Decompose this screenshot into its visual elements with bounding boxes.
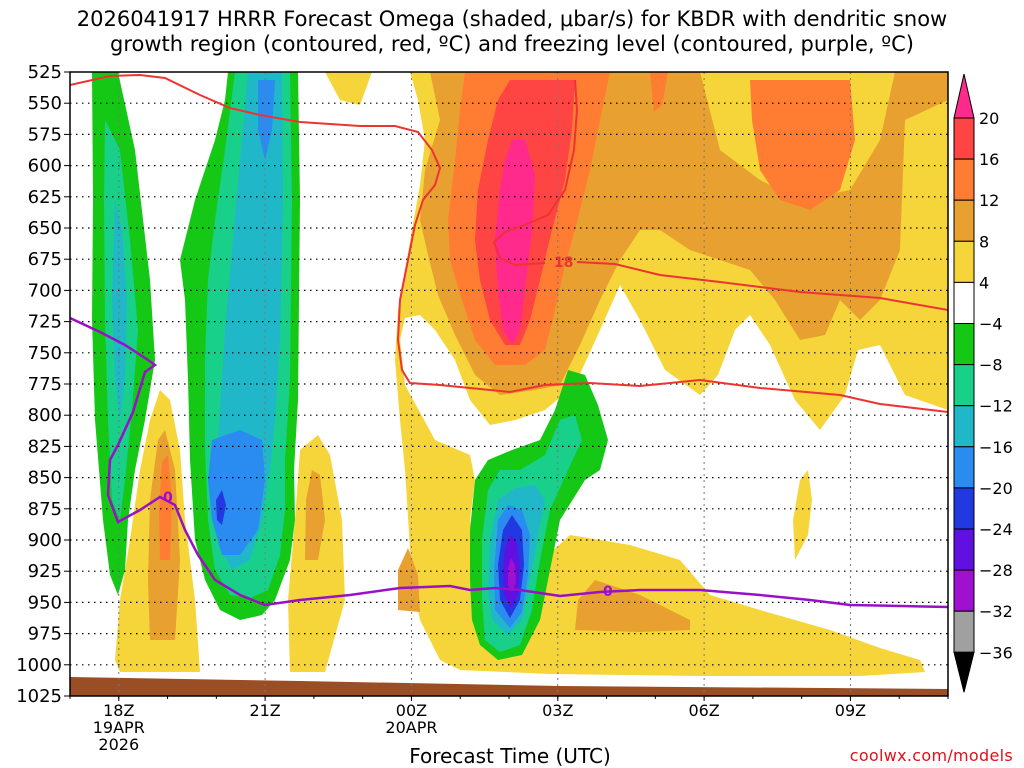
colorbar-label: −8 xyxy=(979,356,1003,375)
x-tick-date: 19APR xyxy=(93,718,145,737)
colorbar-label: −32 xyxy=(979,602,1013,621)
omega-shaded-field xyxy=(70,72,948,696)
colorbar-segment xyxy=(953,199,975,242)
omega-region-12 xyxy=(650,72,668,112)
omega-region-positive xyxy=(793,470,812,560)
colorbar-label: 12 xyxy=(979,191,999,210)
y-tick-label: 600 xyxy=(28,156,62,177)
freezing-level-contour xyxy=(70,316,948,609)
x-axis-label: Forecast Time (UTC) xyxy=(409,744,611,768)
omega-region-8 xyxy=(398,548,420,612)
omega-region-12 xyxy=(750,80,855,210)
y-tick-label: 875 xyxy=(28,499,62,520)
y-tick-label: 950 xyxy=(28,592,62,613)
y-axis: 525 550 575 600 625 650 675 700 725 750 775 800 825 8… xyxy=(16,62,70,707)
colorbar-segment xyxy=(953,446,975,489)
dgz-contour-label: 18 xyxy=(554,255,573,271)
omega-region-neg12 xyxy=(112,200,127,420)
x-tick-year: 2026 xyxy=(98,735,139,754)
colorbar-segment xyxy=(953,240,975,283)
colorbar: 20 16 12 8 4 −4 −8 −12 −16 −20 −24 −28 −32 −36 xyxy=(953,73,1013,693)
y-tick-label: 925 xyxy=(28,561,62,582)
freezing-label-2: 0 xyxy=(603,584,613,600)
y-tick-label: 775 xyxy=(28,374,62,395)
colorbar-label: −20 xyxy=(979,479,1013,498)
y-tick-label: 850 xyxy=(28,468,62,489)
colorbar-label: −4 xyxy=(979,315,1003,334)
omega-region-neg16 xyxy=(258,80,275,160)
y-tick-label: 750 xyxy=(28,343,62,364)
colorbar-segment xyxy=(953,405,975,448)
colorbar-arrow-top xyxy=(953,73,975,119)
colorbar-label: −24 xyxy=(979,520,1013,539)
chart-title-line-2: growth region (contoured, red, ºC) and f… xyxy=(110,32,914,56)
colorbar-segment xyxy=(953,610,975,653)
omega-region-neg28 xyxy=(508,558,516,592)
colorbar-label: −36 xyxy=(979,643,1013,662)
x-tick-date: 20APR xyxy=(385,718,437,737)
colorbar-label: 16 xyxy=(979,150,999,169)
colorbar-label: −12 xyxy=(979,397,1013,416)
x-tick-label: 18Z xyxy=(103,701,134,720)
y-tick-label: 1000 xyxy=(16,655,62,676)
colorbar-segment xyxy=(953,281,975,324)
colorbar-segment xyxy=(953,323,975,366)
dgz-contour-upper xyxy=(70,73,948,413)
x-tick-label: 21Z xyxy=(249,701,280,720)
colorbar-label: 20 xyxy=(979,109,999,128)
y-tick-label: 900 xyxy=(28,530,62,551)
site-credit: coolwx.com/models xyxy=(849,746,1013,765)
y-tick-label: 550 xyxy=(28,93,62,114)
freezing-label-1: 0 xyxy=(163,490,173,506)
omega-region-neg20 xyxy=(216,490,226,525)
colorbar-segment xyxy=(953,364,975,407)
y-tick-label: 725 xyxy=(28,312,62,333)
x-tick-label: 00Z xyxy=(396,701,427,720)
colorbar-segment xyxy=(953,487,975,530)
colorbar-segment xyxy=(953,569,975,612)
omega-region-positive xyxy=(325,72,372,105)
x-tick-label: 06Z xyxy=(688,701,719,720)
colorbar-segment xyxy=(953,158,975,201)
y-tick-label: 700 xyxy=(28,280,62,301)
dgz-contour-lower xyxy=(492,79,948,311)
contours xyxy=(70,73,948,609)
x-tick-label: 09Z xyxy=(835,701,866,720)
y-tick-label: 675 xyxy=(28,249,62,270)
colorbar-segment xyxy=(953,528,975,571)
y-tick-label: 525 xyxy=(28,62,62,83)
y-tick-label: 825 xyxy=(28,436,62,457)
colorbar-label: 4 xyxy=(979,273,989,292)
colorbar-arrow-bottom xyxy=(953,651,975,693)
colorbar-label: −28 xyxy=(979,561,1013,580)
omega-region-8 xyxy=(305,470,325,560)
grid-lines xyxy=(70,72,948,696)
y-tick-label: 575 xyxy=(28,124,62,145)
x-tick-label: 03Z xyxy=(542,701,573,720)
y-tick-label: 800 xyxy=(28,405,62,426)
omega-region-12 xyxy=(159,455,172,560)
y-tick-label: 650 xyxy=(28,218,62,239)
y-tick-label: 625 xyxy=(28,187,62,208)
chart-title-line-1: 2026041917 HRRR Forecast Omega (shaded, … xyxy=(76,7,948,31)
y-tick-label: 975 xyxy=(28,624,62,645)
omega-region-20 xyxy=(495,140,535,345)
colorbar-label: 8 xyxy=(979,232,989,251)
ground-surface xyxy=(70,677,948,696)
colorbar-label: −16 xyxy=(979,438,1013,457)
y-tick-label: 1025 xyxy=(16,686,62,707)
colorbar-segment xyxy=(953,117,975,160)
